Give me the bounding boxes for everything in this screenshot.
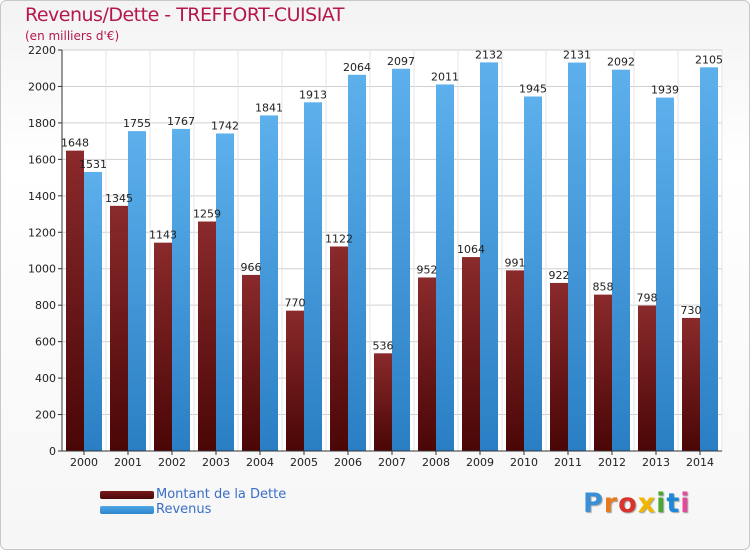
bar-debt <box>594 294 612 451</box>
legend-swatch-debt <box>100 491 154 499</box>
legend-label-revenue: Revenus <box>156 502 212 517</box>
x-tick-label: 2001 <box>114 456 142 469</box>
data-label-revenue: 2131 <box>563 49 591 62</box>
legend-label-debt: Montant de la Dette <box>156 487 287 502</box>
y-tick-label: 2000 <box>28 80 56 93</box>
bar-revenue <box>216 133 234 452</box>
data-label-revenue: 2132 <box>475 48 503 61</box>
proxiti-logo: Proxiti <box>583 488 691 519</box>
data-label-revenue: 2092 <box>607 56 635 69</box>
y-tick-label: 200 <box>35 409 56 422</box>
data-label-debt: 1122 <box>325 232 353 245</box>
bar-debt <box>330 246 348 451</box>
bar-revenue <box>260 115 278 451</box>
data-label-revenue: 1767 <box>167 115 195 128</box>
data-label-revenue: 1531 <box>79 158 107 171</box>
data-label-revenue: 2064 <box>343 61 371 74</box>
data-label-debt: 858 <box>593 281 614 294</box>
bar-revenue <box>172 128 190 452</box>
data-label-debt: 1143 <box>149 229 177 242</box>
data-label-revenue: 1755 <box>123 117 151 130</box>
y-tick-label: 1800 <box>28 117 56 130</box>
bar-revenue <box>700 67 718 451</box>
x-tick-label: 2004 <box>246 456 274 469</box>
x-tick-label: 2005 <box>290 456 318 469</box>
data-label-debt: 536 <box>373 339 394 352</box>
data-label-revenue: 1939 <box>651 84 679 97</box>
bar-debt <box>374 353 392 451</box>
bar-revenue <box>84 171 102 451</box>
bar-debt <box>198 221 216 451</box>
bar-debt <box>286 310 304 451</box>
data-label-debt: 1648 <box>61 137 89 150</box>
x-tick-label: 2007 <box>378 456 406 469</box>
x-tick-label: 2008 <box>422 456 450 469</box>
bar-revenue <box>304 102 322 452</box>
chart-subtitle: (en milliers d'€) <box>25 29 120 43</box>
bar-debt <box>550 282 568 451</box>
data-label-revenue: 2011 <box>431 70 459 83</box>
y-tick-label: 400 <box>35 372 56 385</box>
data-label-debt: 730 <box>681 304 702 317</box>
x-tick-label: 2002 <box>158 456 186 469</box>
x-tick-label: 2003 <box>202 456 230 469</box>
data-label-debt: 1064 <box>457 243 485 256</box>
x-tick-label: 2012 <box>598 456 626 469</box>
data-label-debt: 798 <box>637 292 658 305</box>
data-label-debt: 1259 <box>193 208 221 221</box>
bar-debt <box>638 305 656 451</box>
data-label-debt: 922 <box>549 269 570 282</box>
data-label-debt: 1345 <box>105 192 133 205</box>
bar-revenue <box>612 69 630 451</box>
bar-debt <box>418 277 436 451</box>
data-label-revenue: 1841 <box>255 101 283 114</box>
bar-revenue <box>480 62 498 452</box>
bar-revenue <box>436 84 454 451</box>
y-tick-label: 600 <box>35 336 56 349</box>
y-tick-label: 0 <box>49 445 56 458</box>
y-tick-label: 800 <box>35 299 56 312</box>
bar-debt <box>110 205 128 451</box>
bar-revenue <box>656 97 674 451</box>
x-tick-label: 2014 <box>686 456 714 469</box>
chart-title: Revenus/Dette - TREFFORT-CUISIAT <box>25 4 344 26</box>
data-label-revenue: 2097 <box>387 55 415 68</box>
y-tick-label: 1400 <box>28 190 56 203</box>
x-tick-label: 2006 <box>334 456 362 469</box>
bar-debt <box>154 242 172 451</box>
data-label-debt: 770 <box>285 297 306 310</box>
data-label-debt: 991 <box>505 256 526 269</box>
x-tick-label: 2013 <box>642 456 670 469</box>
bar-debt <box>462 257 480 451</box>
data-label-revenue: 1945 <box>519 82 547 95</box>
data-label-revenue: 1913 <box>299 88 327 101</box>
x-tick-label: 2009 <box>466 456 494 469</box>
x-tick-label: 2000 <box>70 456 98 469</box>
bar-revenue <box>524 96 542 451</box>
bar-revenue <box>348 74 366 451</box>
y-tick-label: 1000 <box>28 263 56 276</box>
bar-debt <box>66 150 84 451</box>
legend-swatch-revenue <box>100 506 154 514</box>
y-tick-label: 1600 <box>28 153 56 166</box>
y-tick-label: 1200 <box>28 226 56 239</box>
bar-revenue <box>392 68 410 451</box>
y-tick-label: 2200 <box>28 44 56 57</box>
bar-revenue <box>128 131 146 451</box>
x-tick-label: 2010 <box>510 456 538 469</box>
x-tick-label: 2011 <box>554 456 582 469</box>
data-label-debt: 952 <box>417 263 438 276</box>
data-label-revenue: 2105 <box>695 53 723 66</box>
bar-debt <box>682 317 700 451</box>
data-label-revenue: 1742 <box>211 119 239 132</box>
data-label-debt: 966 <box>241 261 262 274</box>
bar-debt <box>242 274 260 451</box>
bar-revenue <box>568 62 586 452</box>
bar-debt <box>506 270 524 451</box>
